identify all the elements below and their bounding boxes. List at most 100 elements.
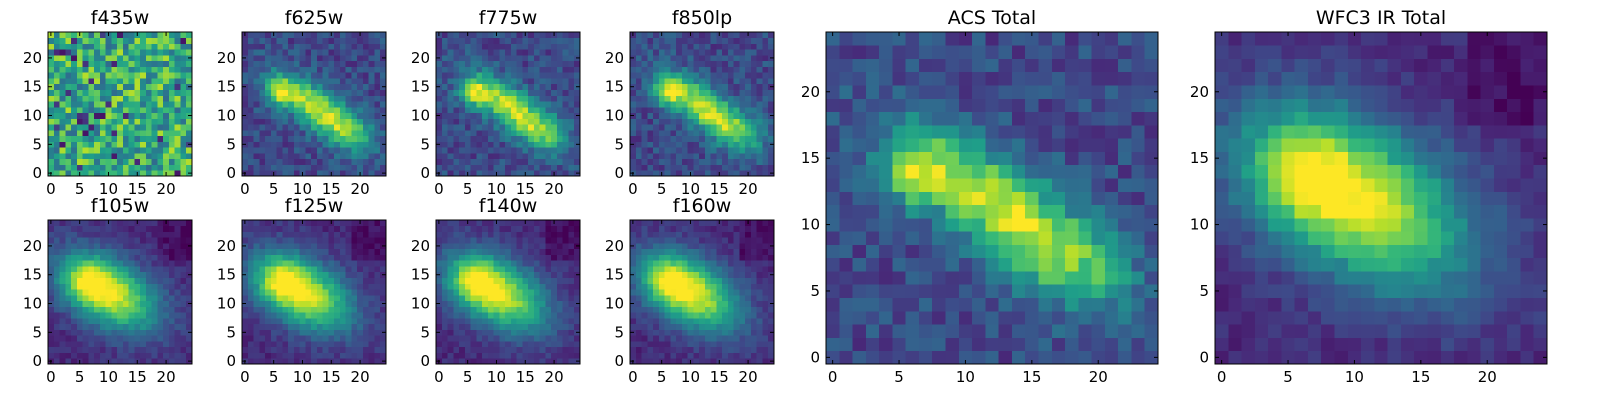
- heatmap-cell: [464, 329, 471, 336]
- heatmap-cell: [145, 55, 153, 62]
- heatmap-cell: [539, 220, 546, 227]
- heatmap-cell: [681, 129, 688, 137]
- heatmap-cell: [487, 340, 494, 348]
- panel-title: f435w: [91, 7, 150, 29]
- heatmap-cell: [259, 89, 266, 96]
- heatmap-cell: [334, 254, 341, 261]
- heatmap-cell: [345, 147, 352, 154]
- heatmap-cell: [641, 277, 648, 284]
- heatmap-cell: [733, 112, 740, 119]
- heatmap-cell: [163, 248, 170, 255]
- heatmap-cell: [493, 129, 500, 137]
- heatmap-cell: [470, 83, 477, 90]
- heatmap-cell: [76, 300, 83, 307]
- heatmap-cell: [276, 323, 283, 330]
- heatmap-cell: [174, 55, 181, 62]
- heatmap-cell: [739, 289, 746, 296]
- heatmap-cell: [681, 346, 688, 353]
- heatmap-cell: [157, 55, 164, 62]
- heatmap-cell: [247, 346, 254, 353]
- heatmap-cell: [288, 72, 295, 79]
- heatmap-cell: [447, 283, 454, 290]
- heatmap-cell: [316, 60, 324, 67]
- heatmap-cell: [362, 312, 370, 319]
- heatmap-cell: [487, 101, 494, 108]
- heatmap-cell: [288, 49, 295, 56]
- heatmap-cell: [528, 300, 535, 307]
- heatmap-cell: [716, 164, 723, 171]
- heatmap-cell: [339, 66, 347, 73]
- heatmap-cell: [357, 55, 364, 62]
- heatmap-cell: [693, 300, 700, 307]
- heatmap-cell: [562, 89, 569, 96]
- heatmap-cell: [476, 352, 483, 359]
- heatmap-cell: [145, 248, 153, 255]
- heatmap-cell: [76, 101, 83, 108]
- heatmap-cell: [453, 129, 460, 137]
- heatmap-cell: [163, 352, 170, 359]
- heatmap-cell: [528, 49, 535, 56]
- heatmap-cell: [311, 243, 318, 250]
- heatmap-cell: [293, 312, 300, 319]
- heatmap-cell: [464, 323, 471, 330]
- heatmap-cell: [505, 317, 512, 325]
- heatmap-cell: [681, 43, 688, 50]
- heatmap-cell: [681, 112, 688, 119]
- heatmap-cell: [447, 358, 454, 365]
- heatmap-cell: [174, 32, 181, 39]
- heatmap-cell: [727, 329, 735, 336]
- y-tick-label: 20: [217, 49, 236, 67]
- heatmap-cell: [65, 254, 72, 261]
- heatmap-cell: [722, 43, 729, 50]
- heatmap-cell: [739, 101, 746, 108]
- heatmap-cell: [505, 60, 512, 67]
- heatmap-cell: [499, 141, 506, 148]
- heatmap-cell: [493, 260, 500, 267]
- heatmap-cell: [676, 37, 683, 44]
- heatmap-cell: [357, 101, 364, 108]
- heatmap-cell: [71, 66, 78, 73]
- heatmap-cell: [71, 141, 78, 148]
- heatmap-cell: [681, 329, 688, 336]
- heatmap-cell: [305, 260, 312, 267]
- heatmap-cell: [339, 101, 347, 108]
- heatmap-cell: [328, 95, 335, 102]
- heatmap-cell: [351, 323, 358, 330]
- heatmap-cell: [658, 37, 665, 44]
- heatmap-cell: [247, 335, 254, 342]
- axes-frame: [241, 219, 387, 365]
- heatmap-cell: [362, 60, 370, 67]
- heatmap-cell: [635, 147, 642, 154]
- heatmap-cell: [556, 254, 564, 261]
- heatmap-cell: [111, 225, 118, 232]
- heatmap-cell: [265, 289, 272, 296]
- heatmap-cell: [99, 283, 106, 290]
- heatmap-cell: [459, 158, 466, 165]
- heatmap-cell: [134, 283, 141, 290]
- heatmap-cell: [174, 220, 181, 227]
- heatmap-cell: [716, 112, 723, 119]
- heatmap-cell: [316, 164, 324, 171]
- heatmap-cell: [653, 83, 660, 90]
- heatmap-cell: [374, 358, 381, 365]
- heatmap-cell: [487, 72, 494, 79]
- heatmap-cell: [556, 266, 564, 273]
- heatmap-cell: [311, 78, 318, 85]
- heatmap-cell: [65, 294, 72, 302]
- heatmap-cell: [522, 72, 529, 79]
- heatmap-cell: [641, 158, 648, 165]
- heatmap-cell: [151, 340, 158, 348]
- heatmap-cell: [311, 83, 318, 90]
- heatmap-cell: [551, 55, 558, 62]
- heatmap-cell: [88, 49, 95, 56]
- heatmap-cell: [710, 55, 717, 62]
- heatmap-cell: [134, 66, 141, 73]
- heatmap-cell: [482, 78, 489, 85]
- heatmap-cell: [727, 312, 735, 319]
- heatmap-cell: [539, 352, 546, 359]
- heatmap-cell: [533, 294, 541, 302]
- heatmap-cell: [134, 335, 141, 342]
- heatmap-cell: [186, 129, 193, 137]
- heatmap-cell: [447, 294, 454, 302]
